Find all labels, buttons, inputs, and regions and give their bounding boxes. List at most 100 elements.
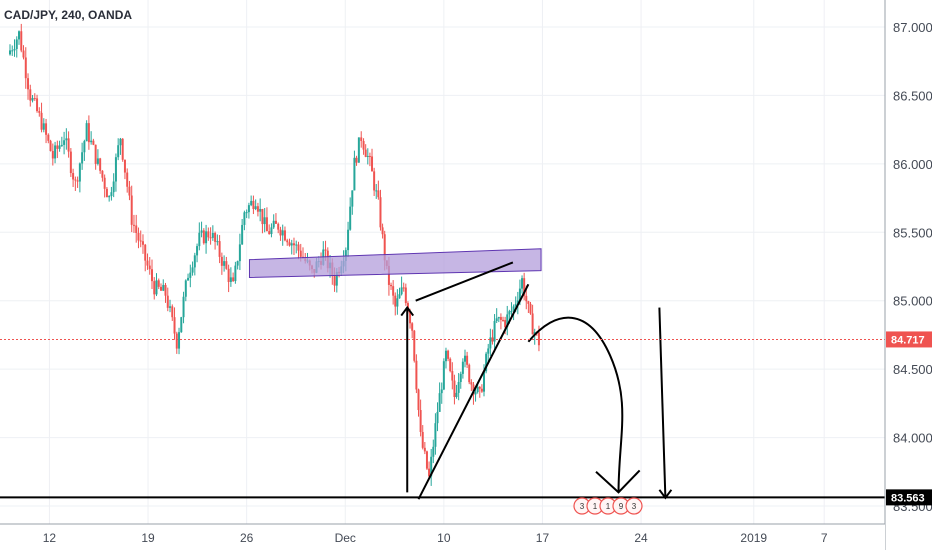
candle-body xyxy=(135,225,138,233)
candle-body xyxy=(65,138,68,141)
candle-body xyxy=(112,181,115,193)
candle-body xyxy=(119,138,122,146)
candle-body xyxy=(413,330,416,361)
candle-body xyxy=(236,261,239,266)
candle-body xyxy=(90,140,93,143)
candle-body xyxy=(514,304,517,307)
price-tick-label: 85.500 xyxy=(893,225,932,240)
resistance-zone xyxy=(248,248,542,278)
candle-body xyxy=(400,287,403,295)
candle-body xyxy=(173,317,176,334)
candle-body xyxy=(105,188,108,198)
candle-body xyxy=(286,240,289,243)
wedge-upper-line xyxy=(415,261,514,302)
candle-body xyxy=(387,265,390,285)
candle-body xyxy=(132,224,135,226)
time-tick-label: Dec xyxy=(335,531,356,545)
candle-body xyxy=(130,195,133,225)
candle-body xyxy=(415,360,418,390)
projection-curve xyxy=(527,316,624,493)
down-arrow-line xyxy=(658,307,667,498)
candle-body xyxy=(295,244,298,246)
candle-body xyxy=(333,276,336,286)
candle-body xyxy=(512,306,515,311)
candle-body xyxy=(198,232,201,247)
candle-body xyxy=(234,265,237,282)
candle-body xyxy=(63,140,66,145)
time-tick-label: 2019 xyxy=(740,531,767,545)
price-tick-label: 86.500 xyxy=(893,88,932,103)
candle-body xyxy=(353,157,356,191)
candle-body xyxy=(196,246,199,256)
candle-body xyxy=(375,190,378,192)
candle-body xyxy=(398,294,401,299)
price-tick-label: 86.000 xyxy=(893,157,932,172)
candle-body xyxy=(265,217,268,232)
candle-body xyxy=(56,145,59,149)
time-axis-bg xyxy=(0,524,885,550)
candle-body xyxy=(38,111,41,113)
candle-body xyxy=(15,39,18,49)
candle-body xyxy=(87,123,90,143)
candle-body xyxy=(238,244,241,262)
candle-body xyxy=(189,272,192,278)
candle-body xyxy=(51,150,54,159)
candle-body xyxy=(169,306,172,308)
candle-body xyxy=(402,287,405,289)
candle-body xyxy=(76,180,79,182)
candle-body xyxy=(394,295,397,307)
candle-body xyxy=(45,123,48,135)
time-axis[interactable]: 12 19 26 Dec 10 17 24 2019 7 xyxy=(0,523,885,550)
candle-body xyxy=(525,295,528,302)
candle-body xyxy=(347,229,350,251)
candle-body xyxy=(184,280,187,297)
candle-body xyxy=(281,230,284,236)
candle-body xyxy=(31,98,34,101)
candle-body xyxy=(506,314,509,328)
candle-body xyxy=(11,50,14,52)
candle-body xyxy=(290,243,293,246)
candle-body xyxy=(27,78,30,90)
candle-body xyxy=(447,350,450,359)
candle-body xyxy=(349,206,352,230)
candle-body xyxy=(283,230,286,241)
candle-body xyxy=(444,350,447,362)
candle-body xyxy=(220,256,223,266)
candle-body xyxy=(155,280,158,295)
candle-body xyxy=(371,156,374,172)
candle-body xyxy=(533,331,536,335)
candle-body xyxy=(299,250,302,257)
candle-body xyxy=(324,249,327,251)
candle-body xyxy=(474,392,477,395)
candle-body xyxy=(434,423,437,447)
target-v-mark xyxy=(595,469,641,494)
candle-body xyxy=(451,371,454,381)
candle-body xyxy=(472,384,475,395)
candle-body xyxy=(108,196,111,198)
candle-body xyxy=(250,200,253,206)
candle-body xyxy=(373,171,376,191)
candle-body xyxy=(225,261,228,269)
candle-body xyxy=(521,278,524,289)
candle-body xyxy=(137,232,140,241)
price-axis[interactable]: 87.000 86.500 86.000 85.500 85.000 84.500 84.0… xyxy=(884,0,932,550)
candle-body xyxy=(404,287,407,304)
event-count: 3 xyxy=(580,502,585,511)
candle-body xyxy=(175,333,178,349)
candle-body xyxy=(83,141,86,153)
candle-body xyxy=(49,140,52,151)
candle-body xyxy=(182,296,185,318)
time-tick-label: 7 xyxy=(821,531,828,545)
candle-body xyxy=(121,138,124,160)
candle-body xyxy=(78,163,81,182)
candle-body xyxy=(157,280,160,287)
time-tick-label: 24 xyxy=(634,531,648,545)
event-count: 3 xyxy=(632,502,637,511)
time-tick-label: 26 xyxy=(240,531,254,545)
candle-body xyxy=(218,241,221,257)
candle-body xyxy=(205,231,208,244)
candle-body xyxy=(245,212,248,214)
candle-body xyxy=(438,393,441,412)
